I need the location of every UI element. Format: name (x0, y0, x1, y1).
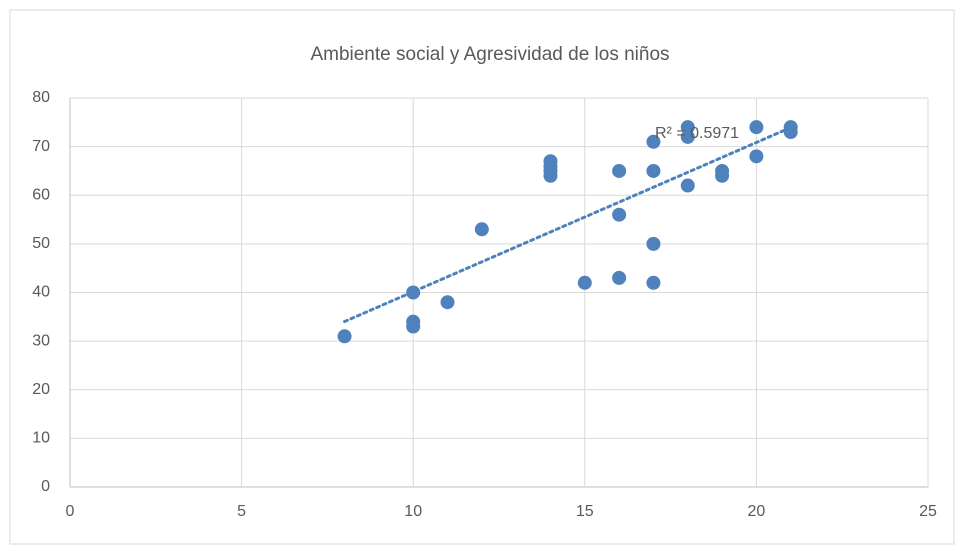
x-tick-label: 5 (237, 503, 246, 520)
x-tick-label: 10 (404, 503, 422, 520)
point (577, 275, 592, 290)
y-tick-label: 60 (32, 186, 50, 203)
point (406, 285, 421, 300)
point (406, 319, 421, 334)
chart-title: Ambiente social y Agresividad de los niñ… (310, 44, 669, 65)
y-tick-label: 0 (41, 478, 50, 495)
point (612, 270, 627, 285)
x-tick-label: 25 (919, 503, 937, 520)
point (646, 236, 661, 251)
point (646, 163, 661, 178)
point (543, 168, 558, 183)
y-tick-label: 30 (32, 332, 50, 349)
point (680, 129, 695, 144)
point (680, 178, 695, 193)
trendline-annotation: R² = 0.5971 (655, 125, 739, 142)
point (474, 222, 489, 237)
point (612, 207, 627, 222)
point (783, 125, 798, 140)
y-tick-label: 20 (32, 381, 50, 398)
point (440, 295, 455, 310)
point (337, 329, 352, 344)
x-tick-label: 15 (576, 503, 594, 520)
point (749, 149, 764, 164)
point (646, 275, 661, 290)
point (749, 120, 764, 135)
point (715, 168, 730, 183)
x-tick-label: 20 (748, 503, 766, 520)
x-tick-label: 0 (66, 503, 75, 520)
y-tick-label: 10 (32, 430, 50, 447)
point (612, 163, 627, 178)
chart-frame (9, 9, 955, 545)
point (680, 120, 695, 135)
y-tick-label: 80 (32, 89, 50, 106)
y-tick-label: 40 (32, 284, 50, 301)
y-tick-label: 70 (32, 138, 50, 155)
point (646, 134, 661, 149)
y-tick-label: 50 (32, 235, 50, 252)
